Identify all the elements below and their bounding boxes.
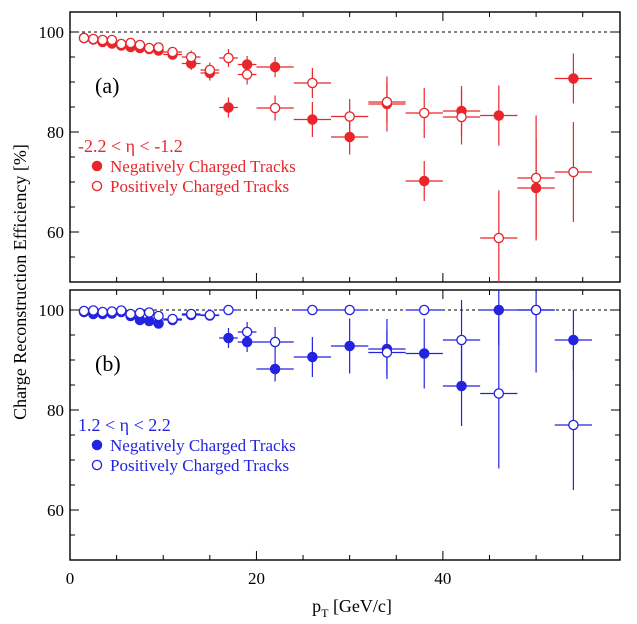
- panel-a-positive-point: [143, 42, 155, 54]
- y-axis-label: Charge Reconstruction Efficiency [%]: [10, 144, 30, 420]
- panel-b-positive-point: [530, 304, 542, 316]
- panel-a-negative-point: [223, 102, 234, 113]
- panel-b-frame: [69, 289, 621, 561]
- panel-b-y-tick-label: 80: [47, 401, 64, 420]
- panel-a-positive-point: [204, 64, 216, 76]
- panel-a-negative-point: [269, 61, 281, 73]
- panel-a-eta-range: -2.2 < η < -1.2: [78, 136, 183, 156]
- x-axis-label-subscript: T: [321, 606, 329, 620]
- panel-a-positive-point: [78, 32, 90, 44]
- panel-a-positive-point: [185, 51, 197, 63]
- panel-b-positive-point: [78, 305, 90, 317]
- panel-a-negative-point: [493, 110, 505, 121]
- panel-b-positive-point: [88, 305, 99, 316]
- panel-a-positive-point: [307, 77, 318, 89]
- panel-b-positive-point: [223, 304, 234, 316]
- panel-a-legend-marker-negative: [91, 160, 103, 172]
- panel-b-positive-point: [125, 308, 136, 320]
- panel-a-positive-point: [167, 46, 178, 58]
- panel-a-positive-point: [456, 111, 467, 123]
- panel-a-positive-point: [381, 96, 393, 108]
- panel-b-negative-point: [493, 304, 505, 316]
- panel-a-positive-point: [568, 166, 579, 178]
- panel-b-negative-point: [456, 380, 467, 392]
- panel-b-negative-point: [307, 351, 318, 363]
- panel-b-legend-marker-positive: [91, 459, 103, 471]
- panel-a-positive-point: [97, 34, 108, 46]
- panel-b-positive-point: [418, 304, 430, 316]
- panel-b-positive-point: [269, 336, 281, 348]
- panel-b-positive-point: [204, 309, 216, 321]
- panel-b-positive-point: [344, 304, 355, 316]
- panel-b-negative-point: [418, 348, 430, 359]
- panel-b-negative-point: [223, 332, 234, 344]
- panel-b-positive-point: [116, 305, 127, 316]
- panel-a-positive-point: [125, 37, 136, 49]
- panel-a-positive-point: [418, 107, 430, 119]
- panel-a-positive-point: [88, 33, 99, 45]
- x-tick-label: 40: [434, 569, 451, 588]
- panel-a-positive-point: [241, 69, 253, 80]
- panel-b-positive-point: [307, 304, 318, 316]
- panel-b-positive-point: [134, 307, 146, 319]
- panel-a-positive-point: [493, 232, 505, 244]
- panel-b-positive-point: [456, 334, 467, 346]
- panel-a-legend-marker-positive: [91, 180, 103, 192]
- panel-a-legend-negative: Negatively Charged Tracks: [110, 157, 296, 176]
- panel-b-positive-point: [143, 307, 155, 318]
- x-tick-label: 20: [248, 569, 265, 588]
- panel-b-negative-point: [143, 315, 155, 327]
- panel-a-negative-point: [418, 175, 430, 187]
- panel-b-y-tick-label: 100: [39, 301, 65, 320]
- x-axis-label-p: p: [312, 596, 321, 616]
- panel-b-positive-point: [568, 419, 579, 431]
- panel-a-frame: [69, 11, 621, 283]
- x-axis-label-unit: [GeV/c]: [328, 596, 391, 616]
- x-tick-label: 0: [66, 569, 75, 588]
- x-axis-label: pT [GeV/c]: [312, 596, 392, 620]
- panel-a-positive-point: [106, 34, 118, 46]
- panel-b-positive-point: [167, 313, 178, 325]
- panel-a-positive-point: [269, 102, 281, 114]
- panel-a-legend-positive: Positively Charged Tracks: [110, 177, 289, 196]
- panel-b-legend-marker-negative: [91, 439, 103, 451]
- panel-b-eta-range: 1.2 < η < 2.2: [78, 415, 171, 435]
- panel-a-positive-point: [153, 42, 164, 53]
- panel-b-positive-point: [381, 347, 393, 358]
- panel-b-positive-point: [185, 308, 197, 320]
- panel-b-positive-point: [153, 310, 164, 322]
- panel-a-y-tick-label: 100: [39, 23, 65, 42]
- panel-b-positive-point: [106, 306, 118, 317]
- panel-a-positive-point: [223, 52, 234, 64]
- panel-b-positive-point: [241, 326, 253, 338]
- panel-b-positive-point: [493, 388, 505, 399]
- panel-b-label: (b): [95, 351, 121, 376]
- panel-a-y-tick-label: 80: [47, 123, 64, 142]
- panel-a-positive-point: [530, 172, 542, 184]
- panel-b-negative-point: [269, 363, 281, 375]
- panel-a-positive-point: [134, 39, 146, 51]
- panel-a-negative-point: [568, 73, 579, 84]
- panel-b-positive-point: [97, 306, 108, 318]
- panel-a-label: (a): [95, 73, 119, 98]
- panel-b-legend-negative: Negatively Charged Tracks: [110, 436, 296, 455]
- panel-a-negative-point: [307, 114, 318, 125]
- panel-a-positive-point: [344, 111, 355, 122]
- panel-a-y-tick-label: 60: [47, 223, 64, 242]
- panel-b-negative-point: [344, 340, 355, 352]
- panel-b-negative-point: [568, 334, 579, 346]
- panel-b-legend-positive: Positively Charged Tracks: [110, 456, 289, 475]
- panel-a-positive-point: [116, 38, 127, 50]
- panel-b-y-tick-label: 60: [47, 501, 64, 520]
